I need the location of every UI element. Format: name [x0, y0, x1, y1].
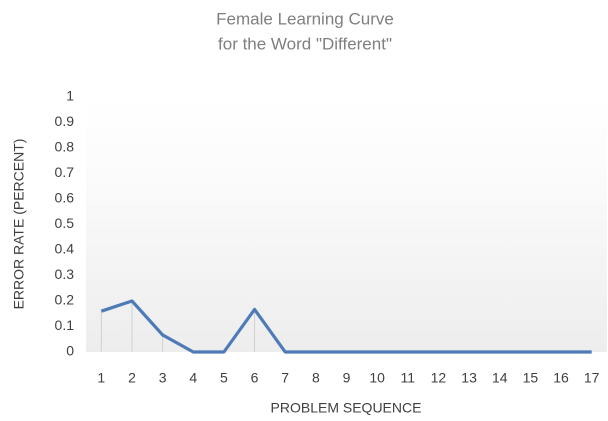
- y-tick-label: 0.4: [55, 241, 75, 257]
- x-tick-label: 10: [369, 370, 385, 386]
- chart-title: Female Learning Curve: [216, 9, 394, 28]
- x-axis-title: PROBLEM SEQUENCE: [271, 400, 422, 416]
- x-tick-label: 2: [128, 370, 136, 386]
- x-tick-label: 3: [159, 370, 167, 386]
- y-axis-title: ERROR RATE (PERCENT): [11, 139, 27, 310]
- x-tick-label: 8: [312, 370, 320, 386]
- y-tick-label: 0.6: [55, 190, 75, 206]
- y-tick-label: 0.1: [55, 317, 75, 333]
- x-tick-label: 9: [343, 370, 351, 386]
- x-tick-label: 7: [281, 370, 289, 386]
- y-tick-label: 0.3: [55, 266, 75, 282]
- x-tick-label: 12: [431, 370, 447, 386]
- x-tick-label: 13: [461, 370, 477, 386]
- x-tick-label: 5: [220, 370, 228, 386]
- chart-subtitle: for the Word "Different": [218, 34, 392, 53]
- x-tick-label: 6: [251, 370, 259, 386]
- y-tick-label: 1: [66, 88, 74, 104]
- y-tick-label: 0.9: [55, 113, 75, 129]
- plot-area: [86, 97, 607, 352]
- x-tick-label: 17: [584, 370, 600, 386]
- x-tick-label: 1: [97, 370, 105, 386]
- y-tick-label: 0.8: [55, 139, 75, 155]
- series-line: [100, 299, 592, 354]
- x-tick-label: 15: [523, 370, 539, 386]
- y-tick-label: 0.5: [55, 215, 75, 231]
- x-tick-label: 11: [401, 370, 416, 386]
- x-tick-label: 14: [492, 370, 508, 386]
- x-tick-label: 4: [189, 370, 197, 386]
- y-tick-label: 0.7: [55, 164, 75, 180]
- y-tick-label: 0.2: [55, 292, 75, 308]
- x-tick-label: 16: [553, 370, 569, 386]
- y-tick-label: 0: [66, 343, 74, 359]
